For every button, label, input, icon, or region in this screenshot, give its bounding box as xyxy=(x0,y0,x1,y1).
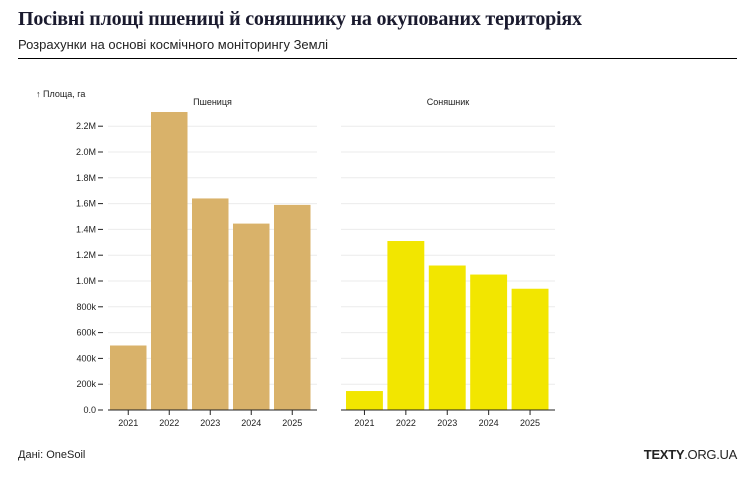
x-tick-label: 2025 xyxy=(282,418,302,428)
bar-Соняшник-2021 xyxy=(346,391,383,410)
bar-Соняшник-2023 xyxy=(428,265,466,410)
bar-Пшениця-2023 xyxy=(192,198,229,410)
y-tick-label: 200k xyxy=(76,379,96,389)
y-tick-label: 2.2M xyxy=(76,121,96,131)
logo-rest: .ORG.UA xyxy=(684,447,737,462)
x-tick-label: 2021 xyxy=(118,418,138,428)
y-tick-label: 0.0 xyxy=(83,405,96,415)
y-tick-label: 2.0M xyxy=(76,147,96,157)
data-source: Дані: OneSoil xyxy=(18,449,86,461)
x-tick-label: 2021 xyxy=(354,418,374,428)
y-tick-label: 1.2M xyxy=(76,250,96,260)
y-tick-label: 800k xyxy=(76,302,96,312)
x-tick-label: 2024 xyxy=(479,418,499,428)
chart-title: Посівні площі пшениці й соняшнику на оку… xyxy=(18,8,582,30)
texty-logo[interactable]: TEXTY.ORG.UA xyxy=(643,447,738,462)
y-tick-label: 1.0M xyxy=(76,276,96,286)
bar-Пшениця-2024 xyxy=(233,223,270,410)
y-tick-label: 1.6M xyxy=(76,199,96,209)
x-tick-label: 2025 xyxy=(520,418,540,428)
x-tick-label: 2022 xyxy=(159,418,179,428)
x-tick-label: 2023 xyxy=(200,418,220,428)
y-axis-label: ↑ Площа, га xyxy=(36,89,85,99)
y-tick-label: 1.4M xyxy=(76,224,96,234)
bar-Соняшник-2025 xyxy=(511,288,549,410)
logo-bold: TEXTY xyxy=(643,447,685,462)
chart-subtitle: Розрахунки на основі космічного монітори… xyxy=(18,37,329,52)
bar-Пшениця-2022 xyxy=(151,112,188,410)
x-tick-label: 2022 xyxy=(396,418,416,428)
bar-Пшениця-2025 xyxy=(274,204,311,410)
bar-Пшениця-2021 xyxy=(110,345,147,410)
y-tick-label: 1.8M xyxy=(76,173,96,183)
y-tick-label: 400k xyxy=(76,353,96,363)
bar-Соняшник-2024 xyxy=(470,274,508,410)
y-tick-label: 600k xyxy=(76,328,96,338)
panel-title: Пшениця xyxy=(193,97,232,107)
header-divider xyxy=(18,58,737,59)
bar-Соняшник-2022 xyxy=(387,241,425,410)
panel-title: Соняшник xyxy=(427,97,470,107)
x-tick-label: 2024 xyxy=(241,418,261,428)
x-tick-label: 2023 xyxy=(437,418,457,428)
